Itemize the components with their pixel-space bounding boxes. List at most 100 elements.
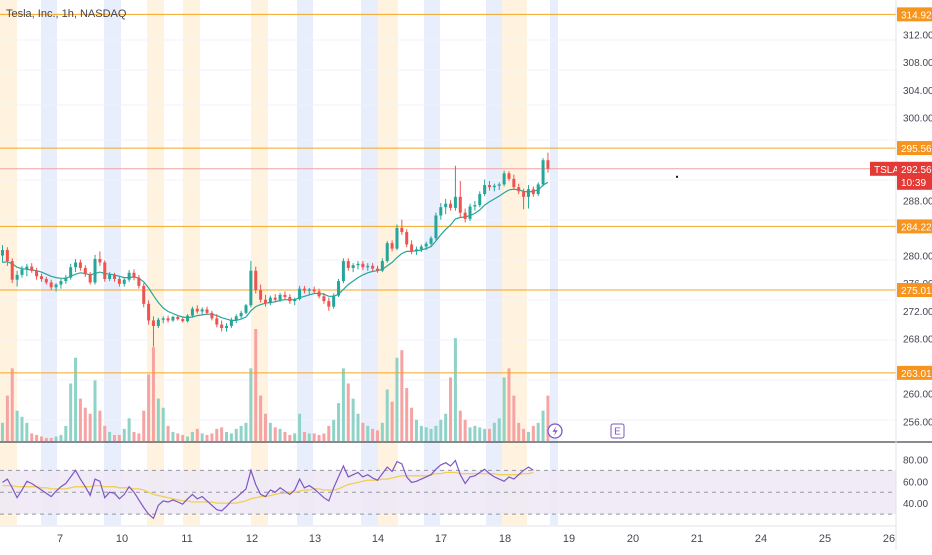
candle[interactable] [44, 276, 48, 285]
candle[interactable] [259, 284, 263, 303]
candle[interactable] [283, 291, 287, 300]
candle[interactable] [400, 219, 404, 235]
candle[interactable] [132, 269, 136, 281]
candle[interactable] [351, 263, 355, 273]
candle[interactable] [69, 263, 73, 280]
candle[interactable] [526, 185, 530, 209]
candle[interactable] [78, 259, 82, 271]
candle[interactable] [166, 315, 170, 323]
candle[interactable] [380, 258, 384, 273]
candle[interactable] [434, 212, 438, 241]
candle[interactable] [1, 245, 4, 263]
candle[interactable] [405, 229, 409, 248]
candle[interactable] [512, 174, 516, 190]
candle[interactable] [522, 188, 526, 210]
candle[interactable] [288, 294, 292, 304]
candle[interactable] [205, 306, 209, 315]
candle[interactable] [181, 316, 185, 323]
candle[interactable] [190, 306, 194, 318]
candle[interactable] [337, 279, 341, 297]
candle[interactable] [161, 316, 165, 324]
candle[interactable] [49, 279, 53, 291]
candle[interactable] [113, 272, 117, 282]
candle[interactable] [458, 180, 462, 218]
candle[interactable] [492, 183, 496, 192]
candle[interactable] [151, 316, 155, 347]
candle[interactable] [546, 152, 550, 173]
candle[interactable] [478, 191, 482, 208]
candle[interactable] [273, 294, 277, 303]
candle[interactable] [507, 171, 511, 181]
candle[interactable] [64, 274, 68, 284]
candles[interactable] [1, 152, 550, 347]
candle[interactable] [234, 314, 238, 324]
candle[interactable] [414, 246, 418, 255]
candle[interactable] [488, 180, 491, 191]
candle[interactable] [346, 258, 350, 271]
candle[interactable] [156, 317, 160, 329]
candle[interactable] [429, 236, 433, 246]
candle[interactable] [88, 272, 92, 285]
candle[interactable] [5, 247, 9, 266]
candle[interactable] [410, 240, 414, 255]
candle[interactable] [215, 314, 219, 328]
candle[interactable] [449, 200, 453, 211]
candle[interactable] [317, 288, 321, 299]
candle[interactable] [103, 260, 107, 282]
candle[interactable] [254, 266, 258, 294]
event-markers[interactable]: E [547, 423, 625, 439]
candle[interactable] [176, 314, 180, 321]
candle[interactable] [424, 241, 428, 251]
candle[interactable] [332, 293, 336, 309]
symbol-title[interactable]: Tesla, Inc., 1h, NASDAQ [6, 8, 127, 20]
candle[interactable] [298, 285, 302, 301]
candle[interactable] [419, 244, 423, 253]
candle[interactable] [137, 274, 141, 289]
candle[interactable] [385, 241, 389, 263]
candle[interactable] [312, 286, 316, 294]
candle[interactable] [444, 198, 448, 215]
candle[interactable] [195, 305, 199, 314]
candle[interactable] [10, 258, 14, 284]
candle[interactable] [239, 310, 243, 319]
candle[interactable] [39, 273, 43, 282]
candle[interactable] [361, 261, 365, 271]
candle[interactable] [93, 254, 97, 285]
candle[interactable] [83, 265, 87, 277]
earnings-icon[interactable]: E [610, 423, 625, 439]
candle[interactable] [54, 283, 58, 292]
candle[interactable] [127, 270, 131, 282]
candle[interactable] [263, 294, 267, 307]
candle[interactable] [483, 179, 487, 197]
candle[interactable] [108, 272, 112, 282]
price-axis[interactable]: 312.00308.00304.00300.00288.00280.00276.… [903, 31, 932, 511]
candle[interactable] [59, 279, 63, 289]
candle[interactable] [327, 297, 331, 311]
candle[interactable] [74, 258, 78, 273]
candle[interactable] [210, 310, 214, 321]
candle[interactable] [366, 263, 370, 271]
candle[interactable] [268, 295, 272, 306]
candle[interactable] [20, 265, 24, 278]
candle[interactable] [531, 186, 535, 197]
candle[interactable] [536, 182, 540, 197]
candle[interactable] [395, 224, 399, 251]
time-axis[interactable]: 7 10 11 12 13 14 17 18 19 20 21 24 25 26 [57, 533, 895, 545]
candle[interactable] [142, 283, 146, 308]
candle[interactable] [439, 203, 443, 220]
candle[interactable] [517, 183, 521, 195]
candle[interactable] [502, 170, 506, 187]
candle[interactable] [390, 240, 394, 252]
candle[interactable] [147, 300, 151, 325]
candle[interactable] [341, 258, 345, 284]
candle[interactable] [122, 276, 126, 287]
lightning-icon[interactable] [547, 423, 563, 439]
candle[interactable] [15, 270, 19, 287]
candle[interactable] [453, 165, 457, 211]
candle[interactable] [25, 263, 29, 277]
candle[interactable] [302, 285, 306, 294]
candle[interactable] [468, 203, 472, 221]
candle[interactable] [249, 261, 253, 308]
candle[interactable] [229, 317, 233, 329]
